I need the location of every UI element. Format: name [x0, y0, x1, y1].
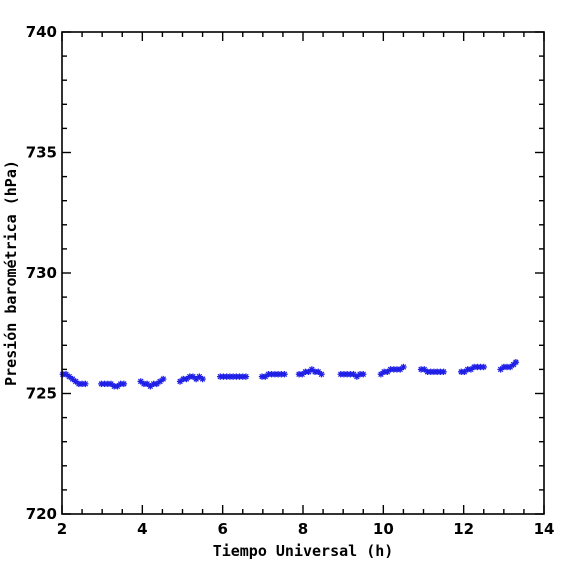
data-point — [120, 380, 128, 388]
data-point — [400, 363, 407, 371]
x-tick-label: 10 — [373, 520, 394, 538]
x-tick-label: 8 — [298, 520, 308, 538]
data-point — [461, 368, 468, 376]
data-point — [467, 366, 475, 373]
data-point — [242, 373, 250, 380]
y-tick-label: 735 — [26, 144, 57, 162]
y-tick-label: 725 — [26, 385, 57, 403]
y-tick-label: 720 — [26, 505, 57, 523]
x-tick-label: 14 — [534, 520, 555, 538]
x-tick-label: 4 — [137, 520, 147, 538]
x-tick-label: 6 — [217, 520, 227, 538]
y-tick-label: 730 — [26, 264, 57, 282]
data-point — [147, 383, 154, 390]
x-tick-label: 12 — [453, 520, 474, 538]
data-point — [440, 368, 447, 376]
data-point — [82, 380, 89, 388]
data-point — [183, 375, 190, 383]
axis-ticks — [61, 31, 545, 515]
data-point — [318, 371, 325, 378]
data-points — [59, 358, 520, 390]
x-tick-label: 2 — [57, 520, 67, 538]
data-point — [160, 375, 167, 383]
plot-frame — [61, 31, 545, 515]
data-point — [281, 371, 288, 378]
data-point — [176, 378, 184, 385]
data-point — [360, 371, 367, 378]
data-point — [192, 375, 200, 383]
data-point — [107, 380, 115, 388]
y-axis-title: Presión barométrica (hPa) — [2, 160, 20, 386]
data-point — [512, 358, 520, 366]
tick-labels: 2 4 6 8 10 12 14 720 725 730 735 740 — [26, 23, 555, 538]
y-tick-label: 740 — [26, 23, 57, 41]
data-point — [384, 368, 391, 376]
data-point — [480, 363, 487, 371]
data-point — [199, 375, 206, 383]
x-axis-title: Tiempo Universal (h) — [213, 542, 394, 560]
